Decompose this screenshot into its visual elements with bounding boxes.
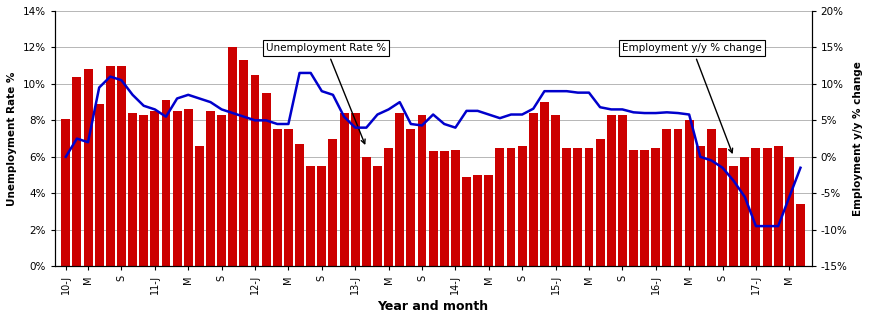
Bar <box>661 130 671 266</box>
Bar <box>528 113 537 266</box>
Bar <box>762 148 771 266</box>
Bar <box>150 111 159 266</box>
Bar <box>473 175 481 266</box>
Bar <box>617 115 626 266</box>
Bar <box>206 111 215 266</box>
Bar <box>61 118 70 266</box>
Bar <box>784 157 793 266</box>
Bar <box>417 115 426 266</box>
Bar <box>484 175 493 266</box>
Bar <box>139 115 148 266</box>
Bar <box>628 149 637 266</box>
Bar <box>217 115 226 266</box>
Bar <box>373 166 381 266</box>
X-axis label: Year and month: Year and month <box>377 300 488 313</box>
Bar <box>328 139 337 266</box>
Bar <box>706 130 715 266</box>
Bar <box>684 120 693 266</box>
Y-axis label: Employment y/y % change: Employment y/y % change <box>852 61 862 216</box>
Bar <box>717 148 726 266</box>
Bar <box>651 148 660 266</box>
Bar <box>573 148 581 266</box>
Bar <box>317 166 326 266</box>
Bar <box>695 146 704 266</box>
Bar <box>428 151 437 266</box>
Bar <box>517 146 526 266</box>
Bar <box>606 115 615 266</box>
Bar <box>273 130 282 266</box>
Bar <box>640 149 648 266</box>
Bar <box>162 100 170 266</box>
Bar <box>95 104 103 266</box>
Bar <box>550 115 560 266</box>
Bar <box>116 66 126 266</box>
Bar <box>740 157 748 266</box>
Bar <box>540 102 548 266</box>
Bar <box>350 113 359 266</box>
Bar <box>339 113 348 266</box>
Text: Unemployment Rate %: Unemployment Rate % <box>266 43 386 144</box>
Bar <box>440 151 448 266</box>
Bar <box>584 148 593 266</box>
Bar <box>773 146 782 266</box>
Bar <box>450 149 460 266</box>
Bar <box>751 148 760 266</box>
Bar <box>295 144 303 266</box>
Bar <box>494 148 504 266</box>
Bar <box>461 177 470 266</box>
Bar <box>728 166 737 266</box>
Bar <box>362 157 370 266</box>
Bar <box>283 130 293 266</box>
Bar <box>228 47 237 266</box>
Bar <box>506 148 515 266</box>
Bar <box>561 148 571 266</box>
Bar <box>106 66 115 266</box>
Bar <box>239 60 248 266</box>
Bar <box>795 204 804 266</box>
Y-axis label: Unemployment Rate %: Unemployment Rate % <box>7 71 17 206</box>
Bar <box>72 76 82 266</box>
Bar <box>306 166 315 266</box>
Bar <box>195 146 203 266</box>
Bar <box>595 139 604 266</box>
Bar <box>384 148 393 266</box>
Bar <box>172 111 182 266</box>
Bar <box>83 69 92 266</box>
Bar <box>183 109 192 266</box>
Bar <box>406 130 415 266</box>
Bar <box>673 130 681 266</box>
Bar <box>250 75 259 266</box>
Bar <box>262 93 270 266</box>
Text: Employment y/y % change: Employment y/y % change <box>621 43 761 153</box>
Bar <box>395 113 404 266</box>
Bar <box>128 113 137 266</box>
